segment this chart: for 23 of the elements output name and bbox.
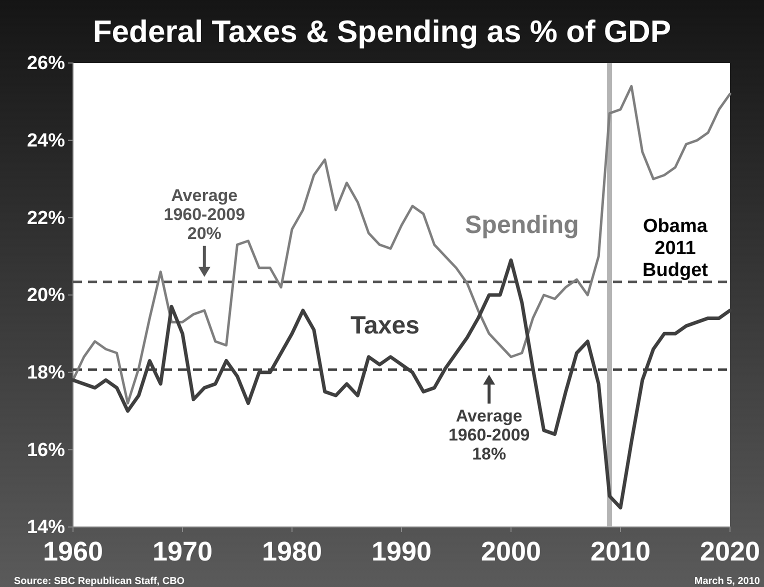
annotation: Average 1960-2009 18% — [448, 406, 530, 464]
x-tick-label: 1970 — [152, 536, 213, 567]
ref-line-label: Obama 2011 Budget — [642, 216, 709, 281]
y-tick-label: 24% — [26, 130, 66, 152]
x-tick-label: 2010 — [590, 536, 651, 567]
chart-title: Federal Taxes & Spending as % of GDP — [92, 14, 672, 49]
y-tick-label: 26% — [26, 53, 66, 74]
source-note: Source: SBC Republican Staff, CBO — [14, 576, 185, 587]
y-tick-label: 20% — [26, 285, 66, 306]
x-tick-label: 2000 — [480, 536, 542, 567]
series-label: Spending — [465, 211, 579, 240]
y-tick-label: 22% — [26, 208, 66, 229]
x-tick-label: 2020 — [700, 536, 760, 567]
x-tick-label: 1980 — [262, 536, 322, 567]
x-tick-label: 1990 — [371, 536, 432, 567]
line-series — [71, 258, 732, 510]
annotation: Average 1960-2009 20% — [164, 186, 246, 243]
text: March 5, 2010 — [694, 576, 760, 587]
y-tick-label: 14% — [26, 517, 66, 538]
series-label: Taxes — [350, 312, 420, 340]
y-tick-label: 18% — [26, 362, 66, 384]
x-tick-label: 1960 — [42, 536, 104, 567]
y-tick-label: 16% — [26, 440, 66, 461]
